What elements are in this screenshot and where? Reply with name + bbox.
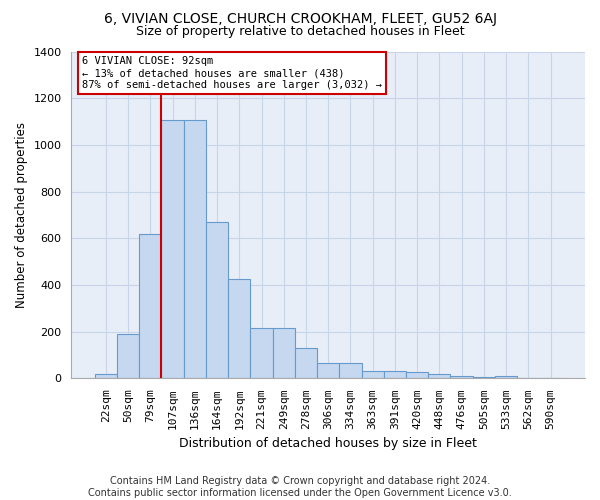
Bar — [384, 370, 406, 378]
Bar — [340, 362, 362, 378]
Bar — [495, 376, 517, 378]
Bar — [362, 370, 384, 378]
Bar — [117, 334, 139, 378]
Bar — [317, 362, 340, 378]
Bar — [206, 222, 228, 378]
Bar — [428, 374, 451, 378]
Bar — [406, 372, 428, 378]
Bar — [272, 328, 295, 378]
Bar — [295, 348, 317, 378]
Bar — [451, 376, 473, 378]
Text: 6, VIVIAN CLOSE, CHURCH CROOKHAM, FLEET, GU52 6AJ: 6, VIVIAN CLOSE, CHURCH CROOKHAM, FLEET,… — [104, 12, 497, 26]
Text: 6 VIVIAN CLOSE: 92sqm
← 13% of detached houses are smaller (438)
87% of semi-det: 6 VIVIAN CLOSE: 92sqm ← 13% of detached … — [82, 56, 382, 90]
Text: Contains HM Land Registry data © Crown copyright and database right 2024.
Contai: Contains HM Land Registry data © Crown c… — [88, 476, 512, 498]
Y-axis label: Number of detached properties: Number of detached properties — [15, 122, 28, 308]
Bar — [139, 234, 161, 378]
Text: Size of property relative to detached houses in Fleet: Size of property relative to detached ho… — [136, 25, 464, 38]
Bar — [161, 120, 184, 378]
Bar — [95, 374, 117, 378]
Bar — [228, 279, 250, 378]
X-axis label: Distribution of detached houses by size in Fleet: Distribution of detached houses by size … — [179, 437, 477, 450]
Bar — [250, 328, 272, 378]
Bar — [184, 120, 206, 378]
